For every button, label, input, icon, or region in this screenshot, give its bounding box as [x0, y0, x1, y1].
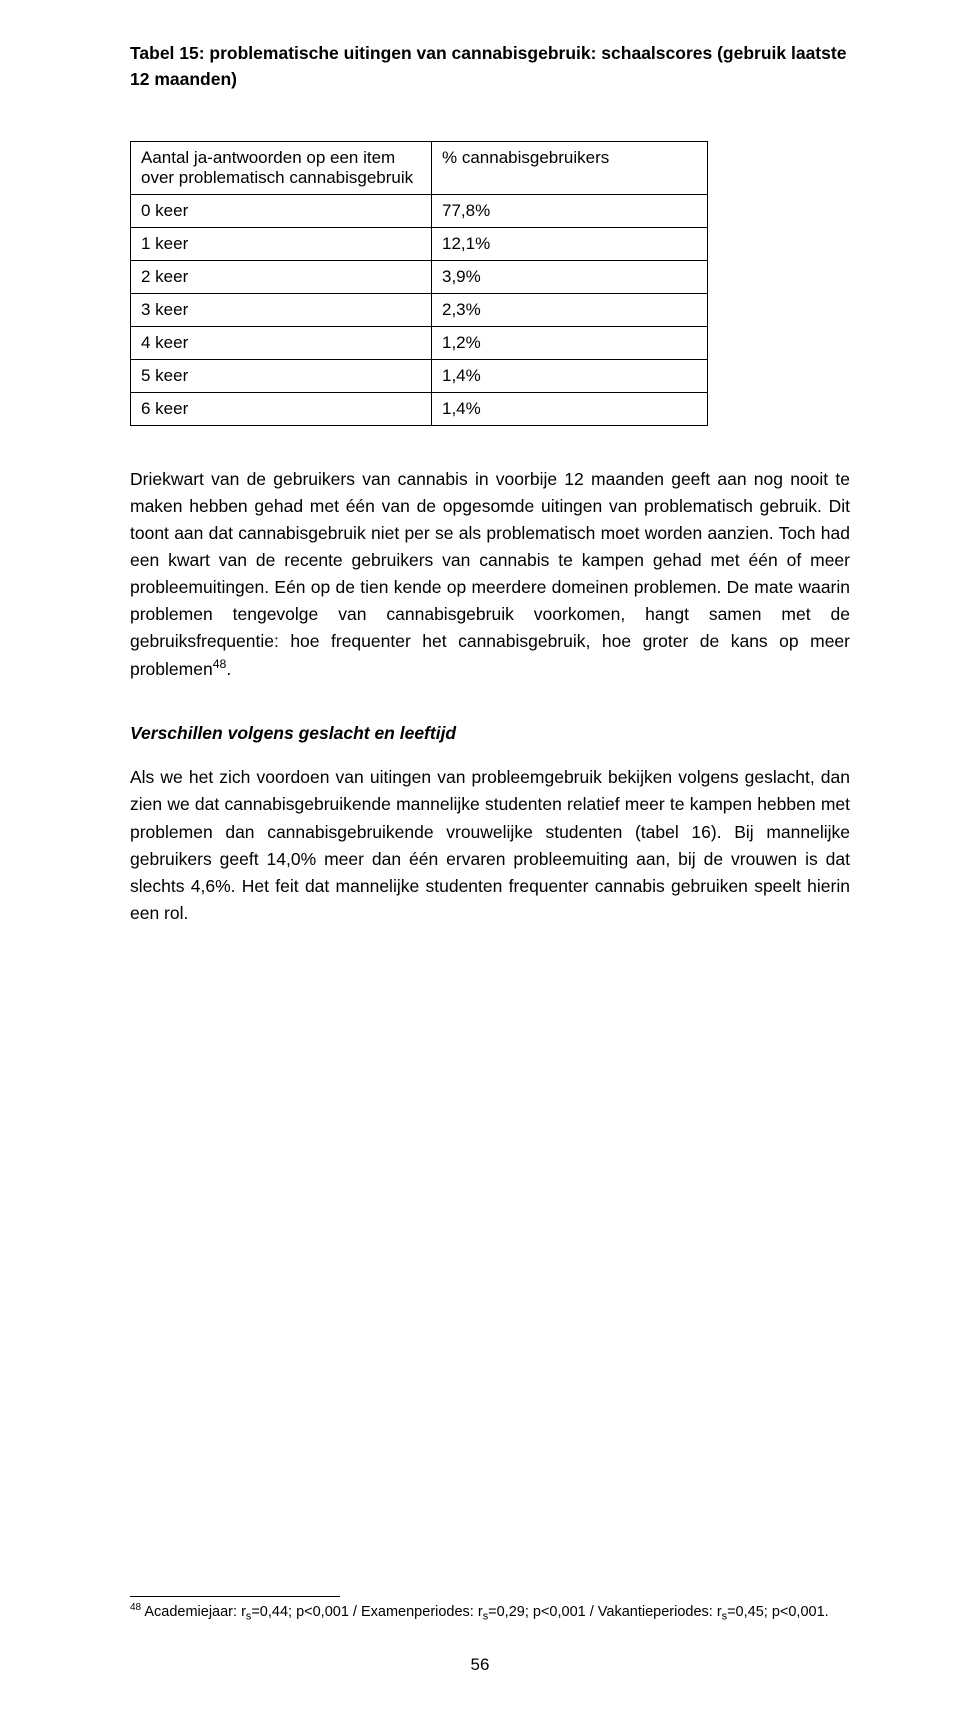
row-value: 77,8% [432, 194, 708, 227]
row-label: 1 keer [131, 227, 432, 260]
footnote-seg2: =0,44; p<0,001 / Examenperiodes: r [251, 1603, 482, 1619]
footnote-text: 48 Academiejaar: rs=0,44; p<0,001 / Exam… [130, 1601, 850, 1625]
table-row: 5 keer 1,4% [131, 359, 708, 392]
row-value: 1,2% [432, 326, 708, 359]
table-row: 4 keer 1,2% [131, 326, 708, 359]
footnote-seg4: =0,45; p<0,001. [727, 1603, 829, 1619]
table-header-col1: Aantal ja-antwoorden op een item over pr… [131, 141, 432, 194]
footnote-ref: 48 [213, 657, 227, 671]
footnote-seg3: =0,29; p<0,001 / Vakantieperiodes: r [488, 1603, 722, 1619]
table-header-col2: % cannabisgebruikers [432, 141, 708, 194]
footnote-number: 48 [130, 1602, 141, 1613]
section-subheading: Verschillen volgens geslacht en leeftijd [130, 723, 850, 744]
para1-text-a: Driekwart van de gebruikers van cannabis… [130, 469, 850, 680]
body-paragraph-1: Driekwart van de gebruikers van cannabis… [130, 466, 850, 684]
row-value: 3,9% [432, 260, 708, 293]
row-label: 2 keer [131, 260, 432, 293]
footnote-block: 48 Academiejaar: rs=0,44; p<0,001 / Exam… [130, 1596, 850, 1625]
page-number: 56 [0, 1655, 960, 1675]
body-paragraph-2: Als we het zich voordoen van uitingen va… [130, 764, 850, 927]
row-value: 1,4% [432, 392, 708, 425]
row-label: 6 keer [131, 392, 432, 425]
footnote-separator [130, 1596, 340, 1597]
para1-text-b: . [226, 659, 231, 679]
row-label: 5 keer [131, 359, 432, 392]
table-caption: Tabel 15: problematische uitingen van ca… [130, 40, 850, 93]
data-table: Aantal ja-antwoorden op een item over pr… [130, 141, 708, 426]
table-row: 3 keer 2,3% [131, 293, 708, 326]
row-value: 12,1% [432, 227, 708, 260]
table-row: 6 keer 1,4% [131, 392, 708, 425]
row-label: 4 keer [131, 326, 432, 359]
table-row: 0 keer 77,8% [131, 194, 708, 227]
row-value: 2,3% [432, 293, 708, 326]
row-label: 0 keer [131, 194, 432, 227]
row-label: 3 keer [131, 293, 432, 326]
footnote-seg1: Academiejaar: r [141, 1603, 246, 1619]
row-value: 1,4% [432, 359, 708, 392]
table-row: 2 keer 3,9% [131, 260, 708, 293]
table-header-row: Aantal ja-antwoorden op een item over pr… [131, 141, 708, 194]
table-row: 1 keer 12,1% [131, 227, 708, 260]
